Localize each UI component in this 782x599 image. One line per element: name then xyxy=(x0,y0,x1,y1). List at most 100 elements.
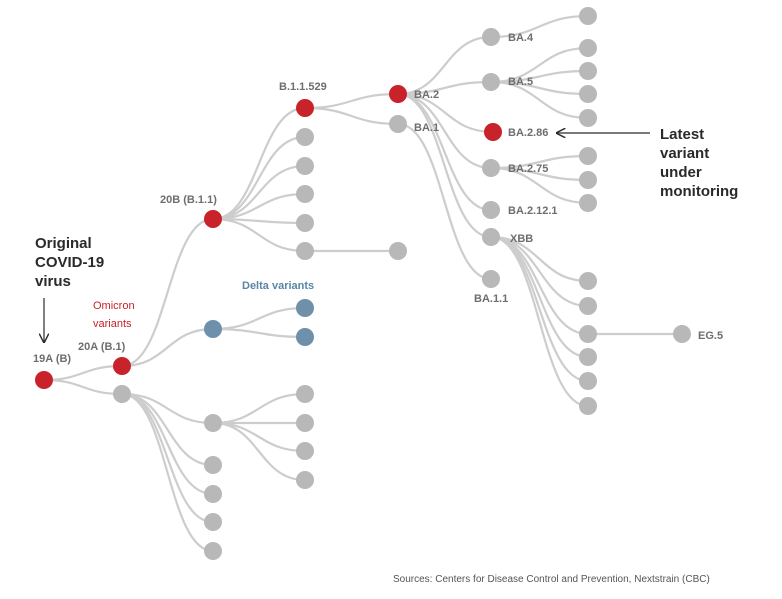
node-xbb-d xyxy=(579,348,597,366)
tree-edge xyxy=(212,106,306,221)
node-19a-b xyxy=(35,371,53,389)
node-ba4-a xyxy=(579,7,597,25)
tree-edge xyxy=(212,421,306,453)
node-xbb-a xyxy=(579,272,597,290)
label-ba4: BA.4 xyxy=(508,32,534,44)
node-20a-sib xyxy=(113,385,131,403)
tree-edge xyxy=(212,164,306,221)
original-line2: COVID-19 xyxy=(35,254,104,271)
omicron-label: Omicron variants xyxy=(93,300,135,330)
label-ba2121: BA.2.12.1 xyxy=(508,205,558,217)
node-sib-hub-c xyxy=(296,442,314,460)
node-sib-hub-d xyxy=(296,471,314,489)
tree-edge xyxy=(397,92,494,134)
tree-edges xyxy=(43,14,682,553)
label-xbb: XBB xyxy=(510,233,533,245)
node-sib-hub-a xyxy=(296,385,314,403)
tree-edge xyxy=(490,80,589,120)
source-credit: Sources: Centers for Disease Control and… xyxy=(393,574,710,585)
label-20a: 20A (B.1) xyxy=(78,341,126,353)
latest-line2: variant xyxy=(660,145,709,162)
label-ba1: BA.1 xyxy=(414,122,439,134)
tree-edge xyxy=(212,392,306,425)
label-ba275: BA.2.75 xyxy=(508,163,548,175)
node-20a-b-1 xyxy=(113,357,131,375)
node-sib-e xyxy=(204,542,222,560)
omicron-label-line1: Omicron xyxy=(93,300,135,312)
tree-edge xyxy=(397,122,492,281)
node-ba5-d xyxy=(579,109,597,127)
node-20b-b-1-1 xyxy=(204,210,222,228)
latest-variant-annotation: Latest variant under monitoring xyxy=(557,126,738,200)
tree-edge xyxy=(43,378,123,396)
node-b11-c1 xyxy=(296,128,314,146)
node-ba275-b xyxy=(579,171,597,189)
tree-edge xyxy=(121,392,214,524)
node-ba-4 xyxy=(482,28,500,46)
label-20b: 20B (B.1.1) xyxy=(160,194,217,206)
tree-edge xyxy=(490,166,589,205)
omicron-label-line2: variants xyxy=(93,318,132,330)
tree-edge xyxy=(304,106,399,126)
node-ba5-a xyxy=(579,39,597,57)
node-ba-2-86 xyxy=(484,123,502,141)
tree-edge xyxy=(304,92,399,110)
label-ba11: BA.1.1 xyxy=(474,293,508,305)
node-b11-c4 xyxy=(296,214,314,232)
tree-edge xyxy=(397,35,492,96)
node-xbb-c xyxy=(579,325,597,343)
node-xbb-f xyxy=(579,397,597,415)
node-eg-5 xyxy=(673,325,691,343)
tree-edge xyxy=(212,306,306,331)
node-sib-hub-b xyxy=(296,414,314,432)
node-ba-1-1 xyxy=(482,270,500,288)
node-b-1-1-529 xyxy=(296,99,314,117)
node-ba-1 xyxy=(389,115,407,133)
node-sib-d xyxy=(204,513,222,531)
node-xbb xyxy=(482,228,500,246)
node-xbb-b xyxy=(579,297,597,315)
tree-edge xyxy=(212,327,306,339)
original-line3: virus xyxy=(35,273,71,290)
original-virus-annotation: Original COVID-19 virus xyxy=(35,235,104,342)
node-ba275-c xyxy=(579,194,597,212)
node-sib-b xyxy=(204,456,222,474)
node-delta-b xyxy=(296,328,314,346)
latest-line1: Latest xyxy=(660,126,704,143)
latest-line4: monitoring xyxy=(660,183,738,200)
tree-edge xyxy=(121,392,214,553)
label-ba5: BA.5 xyxy=(508,76,533,88)
node-b11-c5-leaf xyxy=(389,242,407,260)
label-ba286: BA.2.86 xyxy=(508,127,548,139)
tree-edge xyxy=(121,392,214,467)
node-b11-c2 xyxy=(296,157,314,175)
tree-edge xyxy=(121,392,214,425)
tree-edge xyxy=(121,327,214,368)
tree-edge xyxy=(490,14,589,39)
tree-nodes xyxy=(35,7,691,560)
node-b11-c3 xyxy=(296,185,314,203)
node-ba-2-75 xyxy=(482,159,500,177)
node-ba-2 xyxy=(389,85,407,103)
tree-edge xyxy=(212,217,306,253)
node-delta-a xyxy=(296,299,314,317)
node-ba275-a xyxy=(579,147,597,165)
original-line1: Original xyxy=(35,235,92,252)
node-delta xyxy=(204,320,222,338)
tree-edge xyxy=(212,135,306,221)
label-19a: 19A (B) xyxy=(33,353,71,365)
node-ba5-b xyxy=(579,62,597,80)
node-ba-2-12-1 xyxy=(482,201,500,219)
delta-label: Delta variants xyxy=(242,280,314,292)
tree-edge xyxy=(490,235,589,408)
tree-edge xyxy=(212,421,306,482)
node-b11-c5 xyxy=(296,242,314,260)
node-ba-5 xyxy=(482,73,500,91)
latest-line3: under xyxy=(660,164,702,181)
variant-labels: 19A (B) 20A (B.1) 20B (B.1.1) B.1.1.529 … xyxy=(33,32,723,365)
label-b11529: B.1.1.529 xyxy=(279,81,327,93)
node-sib-hub xyxy=(204,414,222,432)
label-ba2: BA.2 xyxy=(414,89,439,101)
